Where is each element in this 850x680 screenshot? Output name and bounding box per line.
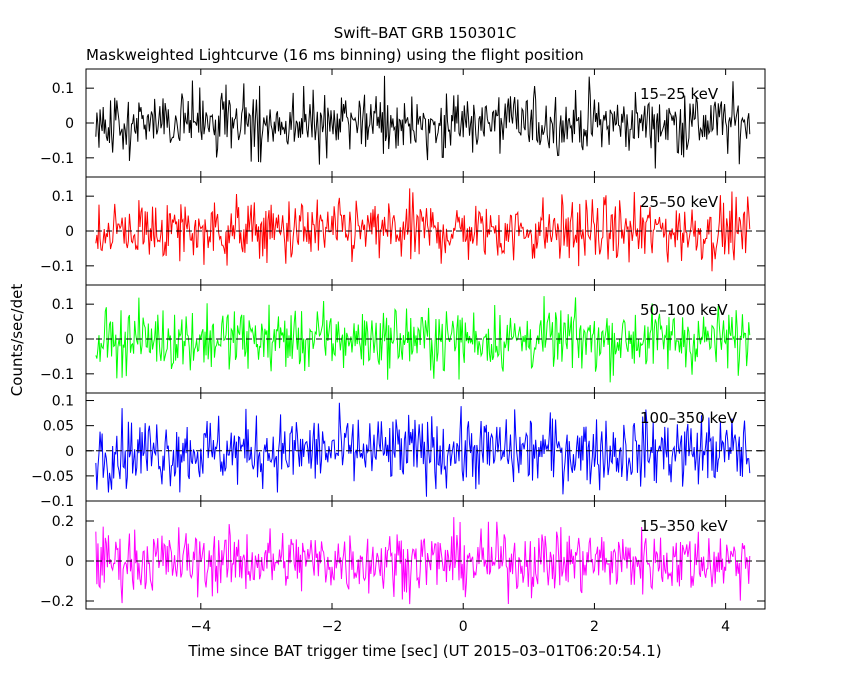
band-label: 15–25 keV [640,85,719,103]
x-tick-label: 2 [590,619,599,635]
x-tick-label: 0 [459,619,468,635]
y-tick-label: 0.2 [52,514,74,530]
band-label: 15–350 keV [640,517,728,535]
chart-subtitle: Maskweighted Lightcurve (16 ms binning) … [86,46,584,64]
lightcurve-series [95,188,751,272]
x-tick-label: 4 [721,619,730,635]
panel-3: 50–100 keV −0.1 0 0.1 [40,284,766,394]
y-tick-label: 0.1 [52,297,74,313]
y-tick-label: −0.1 [40,259,74,275]
y-axis-label: Counts/sec/det [8,284,26,397]
band-label: 50–100 keV [640,301,728,319]
y-tick-label: −0.1 [40,367,74,383]
panel-4: 100–350 keV −0.1 −0.05 0 0.05 0.1 [31,392,766,510]
x-tick-label: −4 [190,619,211,635]
y-tick-label: 0 [65,224,74,240]
y-tick-label: 0 [65,332,74,348]
band-label: 100–350 keV [640,409,738,427]
y-tick-label: 0.1 [52,81,74,97]
lightcurve-series [95,517,751,605]
y-tick-label: 0 [65,444,74,460]
y-tick-label: −0.1 [40,494,74,510]
y-tick-label: −0.05 [31,469,74,485]
lightcurve-series [95,402,751,497]
panel-5: 15–350 keV −0.2 0 0.2 [40,500,766,610]
y-tick-label: 0.1 [52,394,74,410]
y-tick-label: 0.05 [43,419,74,435]
chart-title: Swift–BAT GRB 150301C [334,24,517,42]
panels: 15–25 keV−0.100.125–50 keV−0.100.150–100… [31,68,766,635]
panel-2: 25–50 keV −0.1 0 0.1 [40,176,766,286]
band-label: 25–50 keV [640,193,719,211]
y-tick-label: −0.1 [40,151,74,167]
x-tick-label: −2 [322,619,343,635]
panel-1: 15–25 keV −0.1 0 0.1 [40,68,766,178]
x-axis-label: Time since BAT trigger time [sec] (UT 20… [187,642,661,660]
lightcurve-series [95,75,751,169]
panel-frame [85,500,766,610]
y-tick-label: 0.1 [52,189,74,205]
y-tick-label: −0.2 [40,594,74,610]
y-tick-label: 0 [65,116,74,132]
lightcurve-series [95,296,751,383]
y-tick-label: 0 [65,554,74,570]
